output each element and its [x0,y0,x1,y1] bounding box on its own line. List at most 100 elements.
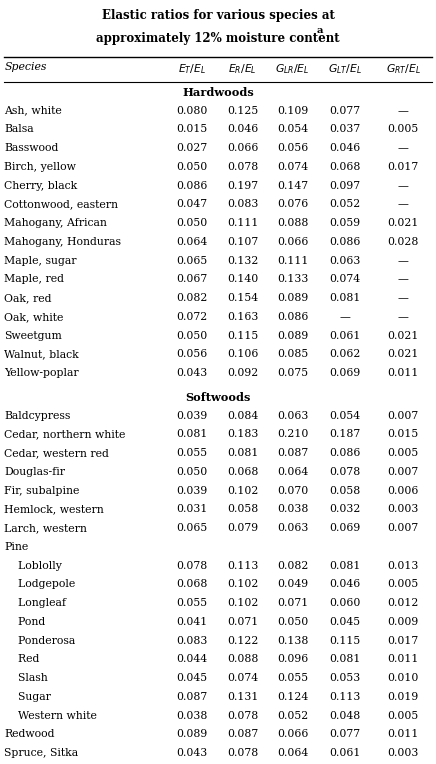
Text: Cedar, northern white: Cedar, northern white [4,429,126,439]
Text: —: — [398,274,409,284]
Text: 0.102: 0.102 [227,598,258,608]
Text: 0.107: 0.107 [227,237,258,247]
Text: 0.067: 0.067 [176,274,208,284]
Text: 0.010: 0.010 [388,673,419,683]
Text: 0.078: 0.078 [227,748,258,758]
Text: —: — [398,312,409,322]
Text: Oak, white: Oak, white [4,312,64,322]
Text: 0.054: 0.054 [277,125,308,134]
Text: 0.043: 0.043 [176,748,208,758]
Text: 0.046: 0.046 [329,579,360,589]
Text: Cherry, black: Cherry, black [4,181,78,191]
Text: 0.021: 0.021 [388,349,419,359]
Text: 0.011: 0.011 [388,730,419,740]
Text: 0.078: 0.078 [227,162,258,172]
Text: 0.092: 0.092 [227,368,258,378]
Text: 0.083: 0.083 [227,199,258,209]
Text: 0.113: 0.113 [227,561,258,571]
Text: Redwood: Redwood [4,730,55,740]
Text: 0.060: 0.060 [329,598,360,608]
Text: 0.063: 0.063 [329,256,360,266]
Text: —: — [398,199,409,209]
Text: 0.066: 0.066 [277,730,308,740]
Text: 0.050: 0.050 [176,162,208,172]
Text: Mahogany, Honduras: Mahogany, Honduras [4,237,121,247]
Text: 0.058: 0.058 [329,486,360,496]
Text: 0.017: 0.017 [388,162,419,172]
Text: 0.005: 0.005 [388,711,419,720]
Text: 0.084: 0.084 [227,410,258,420]
Text: 0.007: 0.007 [388,410,419,420]
Text: 0.043: 0.043 [176,368,208,378]
Text: 0.072: 0.072 [176,312,208,322]
Text: 0.079: 0.079 [227,523,258,533]
Text: Pond: Pond [4,617,46,626]
Text: 0.081: 0.081 [329,654,360,665]
Text: 0.039: 0.039 [176,486,208,496]
Text: 0.069: 0.069 [329,368,360,378]
Text: 0.086: 0.086 [277,312,308,322]
Text: 0.021: 0.021 [388,331,419,341]
Text: 0.078: 0.078 [176,561,208,571]
Text: Hemlock, western: Hemlock, western [4,504,104,514]
Text: 0.187: 0.187 [329,429,360,439]
Text: 0.113: 0.113 [329,692,360,702]
Text: 0.077: 0.077 [329,105,360,115]
Text: 0.019: 0.019 [388,692,419,702]
Text: Fir, subalpine: Fir, subalpine [4,486,80,496]
Text: 0.005: 0.005 [388,448,419,458]
Text: 0.063: 0.063 [277,523,308,533]
Text: Baldcypress: Baldcypress [4,410,71,420]
Text: 0.044: 0.044 [176,654,208,665]
Text: 0.076: 0.076 [277,199,308,209]
Text: 0.068: 0.068 [227,467,258,477]
Text: 0.085: 0.085 [277,349,308,359]
Text: Maple, sugar: Maple, sugar [4,256,77,266]
Text: 0.038: 0.038 [176,711,208,720]
Text: —: — [398,293,409,303]
Text: Ash, white: Ash, white [4,105,62,115]
Text: 0.082: 0.082 [176,293,208,303]
Text: 0.021: 0.021 [388,219,419,228]
Text: 0.086: 0.086 [176,181,208,191]
Text: 0.078: 0.078 [329,467,360,477]
Text: 0.038: 0.038 [277,504,308,514]
Text: Oak, red: Oak, red [4,293,52,303]
Text: 0.056: 0.056 [277,143,308,154]
Text: 0.111: 0.111 [227,219,258,228]
Text: 0.062: 0.062 [329,349,360,359]
Text: —: — [398,105,409,115]
Text: 0.074: 0.074 [227,673,258,683]
Text: 0.054: 0.054 [329,410,360,420]
Text: 0.111: 0.111 [277,256,308,266]
Text: 0.106: 0.106 [227,349,258,359]
Text: 0.052: 0.052 [329,199,360,209]
Text: 0.049: 0.049 [277,579,308,589]
Text: 0.147: 0.147 [277,181,308,191]
Text: Longleaf: Longleaf [4,598,66,608]
Text: 0.005: 0.005 [388,125,419,134]
Text: 0.059: 0.059 [329,219,360,228]
Text: 0.097: 0.097 [329,181,360,191]
Text: 0.015: 0.015 [176,125,208,134]
Text: Mahogany, African: Mahogany, African [4,219,107,228]
Text: 0.115: 0.115 [329,636,360,646]
Text: 0.087: 0.087 [277,448,308,458]
Text: 0.047: 0.047 [176,199,208,209]
Text: 0.077: 0.077 [329,730,360,740]
Text: 0.075: 0.075 [277,368,308,378]
Text: 0.089: 0.089 [277,331,308,341]
Text: 0.063: 0.063 [277,410,308,420]
Text: 0.089: 0.089 [277,293,308,303]
Text: Basswood: Basswood [4,143,59,154]
Text: —: — [398,143,409,154]
Text: 0.050: 0.050 [277,617,308,626]
Text: 0.064: 0.064 [277,748,308,758]
Text: 0.080: 0.080 [176,105,208,115]
Text: 0.089: 0.089 [176,730,208,740]
Text: 0.068: 0.068 [329,162,360,172]
Text: 0.006: 0.006 [388,486,419,496]
Text: 0.061: 0.061 [329,331,360,341]
Text: Sweetgum: Sweetgum [4,331,62,341]
Text: 0.138: 0.138 [277,636,308,646]
